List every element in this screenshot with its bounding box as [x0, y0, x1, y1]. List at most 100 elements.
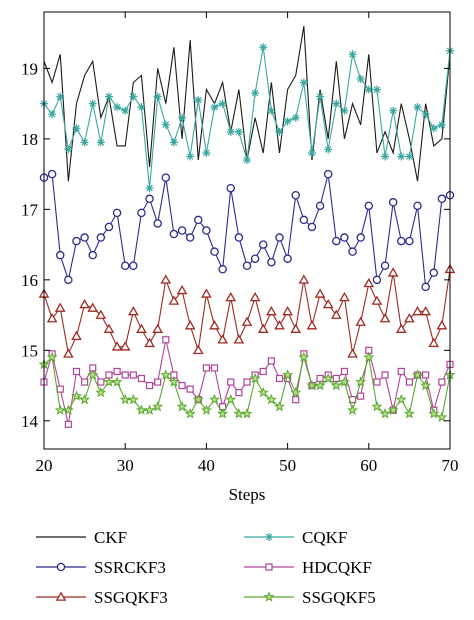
data-point-ssgqkf5 — [168, 376, 180, 387]
data-point-ssrckf3 — [72, 236, 81, 246]
data-point-ssgqkf3 — [339, 291, 350, 302]
data-point-ssrckf3 — [129, 261, 138, 270]
data-point-ssgqkf3 — [404, 313, 415, 323]
data-point-hdcqkf — [210, 364, 219, 372]
data-point-ssrckf3 — [210, 247, 219, 256]
data-point-cqkf — [161, 120, 170, 129]
data-point-hdcqkf — [97, 378, 105, 386]
series-cqkf — [40, 43, 454, 193]
data-point-cqkf — [178, 113, 187, 122]
data-point-ssrckf3 — [226, 183, 236, 193]
data-point-ssgqkf5 — [355, 376, 367, 387]
data-point-ssgqkf3 — [201, 288, 212, 298]
data-point-cqkf — [145, 184, 154, 193]
legend-swatch-marker — [265, 533, 273, 541]
data-point-ssrckf3 — [397, 236, 406, 246]
y-tick-label: 18 — [21, 130, 38, 149]
data-point-ssgqkf5 — [46, 351, 58, 363]
data-point-ssgqkf3 — [412, 306, 423, 316]
data-point-ssgqkf5 — [428, 407, 440, 419]
data-point-ssgqkf3 — [54, 302, 66, 312]
data-point-cqkf — [80, 138, 89, 147]
data-point-cqkf — [56, 92, 65, 101]
data-point-ssgqkf3 — [103, 323, 115, 333]
series-ssgqkf5 — [38, 351, 456, 422]
data-point-ssgqkf3 — [257, 323, 269, 333]
data-point-ssrckf3 — [64, 275, 73, 285]
data-point-ssgqkf3 — [136, 323, 147, 333]
x-tick-label: 70 — [442, 456, 459, 475]
data-point-cqkf — [96, 138, 105, 147]
data-point-ssgqkf3 — [355, 316, 367, 326]
data-point-ssrckf3 — [388, 198, 398, 207]
data-point-hdcqkf — [145, 381, 154, 390]
data-point-hdcqkf — [64, 420, 72, 428]
data-point-hdcqkf — [275, 374, 284, 383]
y-tick-label: 15 — [21, 341, 38, 360]
data-point-cqkf — [202, 148, 211, 157]
data-point-ssrckf3 — [47, 169, 57, 179]
plot-frame — [43, 11, 451, 450]
data-point-ssrckf3 — [202, 226, 211, 235]
data-point-ssgqkf5 — [403, 407, 415, 419]
data-point-hdcqkf — [137, 374, 146, 383]
data-point-ssgqkf3 — [241, 316, 253, 326]
data-point-cqkf — [243, 156, 251, 165]
data-point-ssrckf3 — [291, 191, 300, 200]
data-point-cqkf — [340, 106, 349, 115]
data-point-cqkf — [332, 99, 341, 108]
legend-swatch-marker — [263, 591, 275, 602]
data-point-ssgqkf5 — [62, 404, 74, 415]
legend-label: SSRCKF3 — [94, 558, 166, 577]
data-point-hdcqkf — [186, 385, 194, 393]
x-tick-label: 20 — [36, 456, 53, 475]
data-point-ssgqkf5 — [273, 400, 285, 412]
data-point-ssgqkf5 — [87, 369, 99, 380]
series-ssgqkf3 — [38, 263, 456, 358]
data-point-ssgqkf5 — [257, 386, 269, 398]
data-point-cqkf — [405, 152, 414, 161]
data-point-ssgqkf5 — [412, 369, 424, 380]
data-point-ssrckf3 — [364, 201, 374, 211]
data-point-ssrckf3 — [120, 261, 130, 270]
data-point-ssrckf3 — [307, 222, 317, 232]
data-point-ssgqkf3 — [217, 334, 228, 344]
data-point-ssrckf3 — [421, 282, 430, 292]
data-point-hdcqkf — [438, 378, 446, 386]
data-point-cqkf — [72, 124, 81, 133]
data-point-ssgqkf5 — [241, 407, 253, 419]
data-point-ssgqkf3 — [176, 284, 188, 295]
data-point-ssgqkf5 — [338, 376, 350, 387]
data-point-ssgqkf3 — [209, 320, 220, 330]
data-point-ssgqkf5 — [152, 400, 164, 412]
data-point-hdcqkf — [422, 371, 430, 379]
series-line-ssgqkf3 — [43, 269, 451, 356]
data-point-ssgqkf5 — [119, 393, 131, 405]
y-tick-label: 16 — [21, 271, 38, 290]
data-point-hdcqkf — [243, 378, 251, 386]
data-point-cqkf — [153, 92, 162, 101]
data-point-hdcqkf — [178, 381, 186, 390]
data-point-ssgqkf5 — [322, 372, 334, 384]
data-point-ssgqkf5 — [265, 393, 277, 405]
legend-item-ckf: CKF — [36, 528, 127, 547]
data-point-ssrckf3 — [356, 233, 365, 242]
data-point-cqkf — [437, 120, 446, 129]
series-layer — [38, 26, 456, 428]
legend-item-cqkf: CQKF — [244, 528, 347, 547]
data-point-hdcqkf — [56, 385, 64, 393]
legend-swatch-marker — [55, 591, 67, 601]
legend-swatch-marker — [56, 562, 66, 572]
data-point-cqkf — [299, 78, 308, 87]
data-point-cqkf — [275, 127, 284, 136]
data-point-ssgqkf5 — [127, 393, 139, 405]
series-line-cqkf — [43, 47, 451, 189]
data-point-cqkf — [291, 113, 300, 122]
data-point-ssgqkf3 — [184, 320, 196, 330]
data-point-ssgqkf5 — [160, 369, 172, 380]
data-point-ssgqkf3 — [436, 320, 448, 330]
data-point-cqkf — [324, 145, 333, 154]
data-point-ssgqkf3 — [87, 302, 99, 312]
data-point-ssgqkf3 — [371, 295, 383, 305]
data-point-ssgqkf5 — [436, 411, 448, 422]
